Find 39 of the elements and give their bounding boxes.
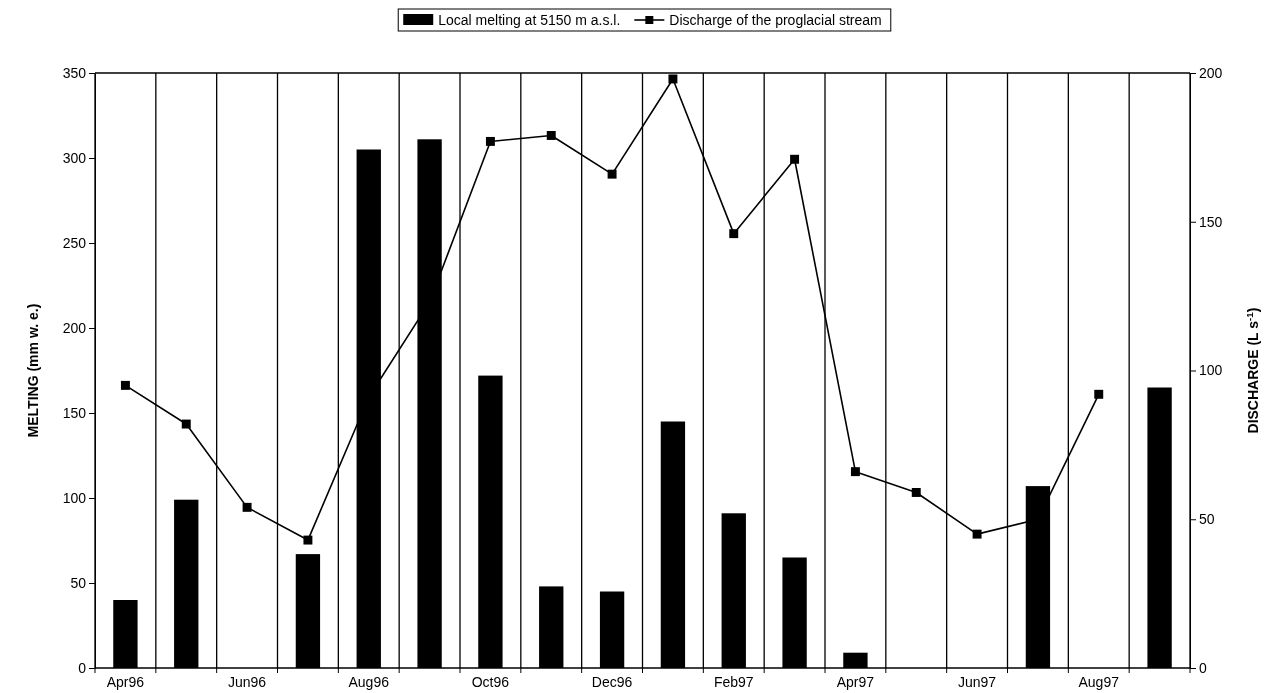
y-tick-label: 250 [62,234,87,251]
x-tick-label: Aug96 [348,674,390,690]
y-tick-label: 300 [62,149,87,166]
point [1094,389,1104,399]
point [120,380,130,390]
y-tick-label: 100 [62,489,87,506]
y-axis-title: MELTING (mm w. e.) [25,303,41,438]
legend-label: Discharge of the proglacial stream [669,12,882,28]
y-tick-label: 0 [78,659,87,676]
y2-tick-label: 150 [1199,213,1223,230]
point [242,502,252,512]
point [790,154,800,164]
point [546,131,556,140]
x-tick-label: Aug97 [1078,674,1120,690]
point [972,529,982,539]
point [303,535,313,545]
y2-tick-label: 200 [1199,64,1223,81]
point [911,488,921,497]
y-tick-label: 150 [62,404,87,421]
y-tick-label: 200 [62,319,87,336]
x-tick-label: Apr96 [106,674,145,690]
x-tick-label: Oct96 [471,674,510,690]
point [181,419,191,429]
x-tick-label: Apr97 [836,674,875,690]
y2-tick-label: 100 [1199,362,1223,379]
y-tick-label: 350 [62,64,87,81]
point [485,136,495,146]
x-tick-label: Dec96 [591,674,633,690]
x-tick-label: Jun97 [958,674,997,690]
point [729,229,739,239]
point [850,467,860,477]
point [607,169,617,179]
y2-tick-label: 0 [1199,659,1207,676]
y-tick-label: 50 [70,574,87,591]
x-tick-label: Jun96 [228,674,267,690]
legend-label: Local melting at 5150 m a.s.l. [438,12,621,28]
x-tick-label: Feb97 [713,674,754,690]
point [668,74,678,84]
y2-tick-label: 50 [1199,511,1215,528]
